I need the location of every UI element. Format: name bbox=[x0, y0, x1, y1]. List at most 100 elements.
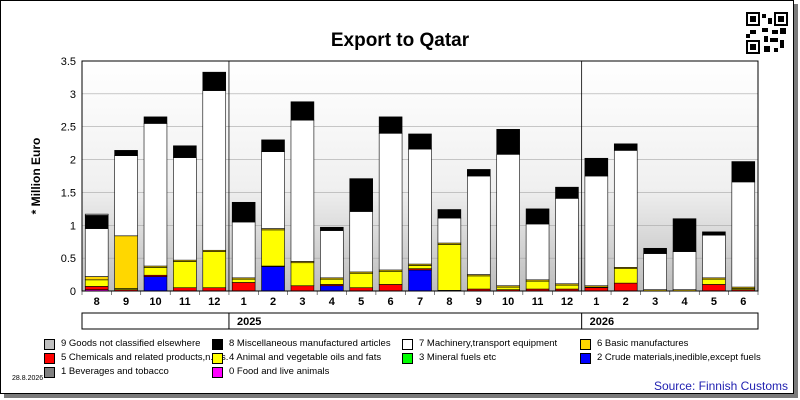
legend-label: 7 Machinery,transport equipment bbox=[419, 338, 558, 349]
x-tick-label: 9 bbox=[123, 296, 129, 308]
bar-segment bbox=[231, 278, 256, 283]
x-tick-label: 12 bbox=[561, 296, 573, 308]
bar-segment bbox=[349, 211, 373, 273]
bar-segment bbox=[467, 169, 491, 177]
legend-label: 0 Food and live animals bbox=[229, 366, 330, 377]
bar-segment bbox=[84, 213, 109, 216]
legend-item: 7 Machinery,transport equipment bbox=[402, 338, 557, 350]
bar-segment bbox=[84, 279, 109, 287]
date-stamp: 28.8.2026 bbox=[12, 375, 44, 382]
bar-segment bbox=[408, 133, 432, 150]
x-tick-label: 12 bbox=[208, 296, 220, 308]
bar-segment bbox=[496, 129, 520, 155]
bar-segment bbox=[378, 116, 403, 134]
legend-swatch bbox=[402, 338, 413, 350]
legend-item: 6 Basic manufactures bbox=[580, 338, 688, 350]
bar-segment bbox=[143, 267, 168, 276]
legend-swatch bbox=[44, 366, 55, 378]
bar-segment bbox=[437, 217, 462, 244]
legend-swatch bbox=[212, 366, 223, 378]
bar-segment bbox=[261, 151, 285, 229]
y-tick-label: 3 bbox=[70, 89, 76, 101]
legend-item: 9 Goods not classified elsewhere bbox=[44, 338, 200, 350]
y-tick-label: 0 bbox=[70, 286, 76, 298]
x-tick-label: 10 bbox=[149, 296, 161, 308]
bar-segment bbox=[84, 215, 109, 229]
legend-swatch bbox=[580, 338, 591, 350]
bar-segment bbox=[467, 275, 491, 290]
bar-segment bbox=[672, 218, 697, 252]
bar-segment bbox=[613, 282, 638, 292]
x-tick-label: 2 bbox=[270, 296, 276, 308]
legend-label: 8 Miscellaneous manufactured articles bbox=[229, 338, 391, 349]
bar-segment bbox=[555, 284, 579, 290]
y-axis-label: * Million Euro bbox=[29, 138, 43, 215]
bar-segment bbox=[555, 198, 579, 285]
bar-segment bbox=[408, 148, 432, 265]
legend-label: 6 Basic manufactures bbox=[597, 338, 689, 349]
bar-segment bbox=[643, 253, 667, 290]
x-tick-label: 9 bbox=[476, 296, 482, 308]
year-label: 2026 bbox=[590, 316, 614, 328]
bar-segment bbox=[202, 251, 227, 289]
bar-segment bbox=[584, 175, 609, 287]
bar-segment bbox=[173, 145, 197, 158]
bar-segment bbox=[202, 90, 227, 251]
legend-label: 1 Beverages and tobacco bbox=[61, 366, 169, 377]
bar-segment bbox=[613, 143, 638, 151]
year-label: 2025 bbox=[237, 316, 261, 328]
bar-segment bbox=[320, 230, 344, 279]
legend-swatch bbox=[402, 352, 413, 364]
legend-item: 0 Food and live animals bbox=[212, 366, 329, 378]
bar-segment bbox=[496, 154, 520, 287]
bar-segment bbox=[378, 270, 403, 285]
y-tick-label: 2.5 bbox=[61, 122, 76, 134]
legend-label: 2 Crude materials,inedible,except fuels bbox=[597, 352, 761, 363]
bar-segment bbox=[437, 244, 462, 291]
y-tick-label: 1.5 bbox=[61, 187, 76, 199]
x-tick-label: 4 bbox=[329, 296, 336, 308]
bar-segment bbox=[555, 186, 579, 199]
bar-segment bbox=[643, 247, 667, 254]
x-tick-label: 2 bbox=[623, 296, 629, 308]
plot-border bbox=[81, 60, 759, 292]
bar-segment bbox=[731, 181, 756, 288]
y-tick-label: 1 bbox=[70, 220, 76, 232]
legend-item: 1 Beverages and tobacco bbox=[44, 366, 169, 378]
bar-segment bbox=[467, 175, 491, 275]
bar-segment bbox=[290, 101, 315, 121]
bar-segment bbox=[349, 178, 373, 212]
bar-segment bbox=[613, 150, 638, 268]
bar-segment bbox=[378, 284, 403, 292]
bar-segment bbox=[173, 261, 197, 289]
x-tick-label: 10 bbox=[502, 296, 514, 308]
bar-segment bbox=[114, 235, 138, 289]
bar-segment bbox=[408, 265, 432, 269]
bar-segment bbox=[702, 284, 726, 292]
bar-segment bbox=[84, 228, 109, 277]
y-tick-label: 0.5 bbox=[61, 253, 76, 265]
bar-segment bbox=[261, 139, 285, 152]
bar-segment bbox=[584, 157, 609, 177]
year-band bbox=[81, 312, 759, 330]
x-tick-label: 6 bbox=[388, 296, 394, 308]
legend-item: 2 Crude materials,inedible,except fuels bbox=[580, 352, 761, 364]
bar-segment bbox=[525, 280, 550, 290]
legend-swatch bbox=[44, 352, 55, 364]
legend-swatch bbox=[580, 352, 591, 364]
legend-label: 5 Chemicals and related products,n.e.s. bbox=[61, 352, 229, 363]
x-tick-label: 5 bbox=[358, 296, 364, 308]
legend-label: 9 Goods not classified elsewhere bbox=[61, 338, 201, 349]
legend-item: 5 Chemicals and related products,n.e.s. bbox=[44, 352, 228, 364]
bar-segment bbox=[290, 119, 315, 262]
bar-segment bbox=[408, 269, 432, 292]
x-tick-label: 6 bbox=[740, 296, 746, 308]
bar-segment bbox=[114, 150, 138, 156]
bar-segment bbox=[84, 286, 109, 290]
bar-segment bbox=[320, 226, 344, 231]
bar-segment bbox=[143, 123, 168, 267]
legend-item: 3 Mineral fuels etc bbox=[402, 352, 496, 364]
bar-segment bbox=[261, 266, 285, 292]
legend-label: 4 Animal and vegetable oils and fats bbox=[229, 352, 382, 363]
x-tick-label: 3 bbox=[299, 296, 305, 308]
